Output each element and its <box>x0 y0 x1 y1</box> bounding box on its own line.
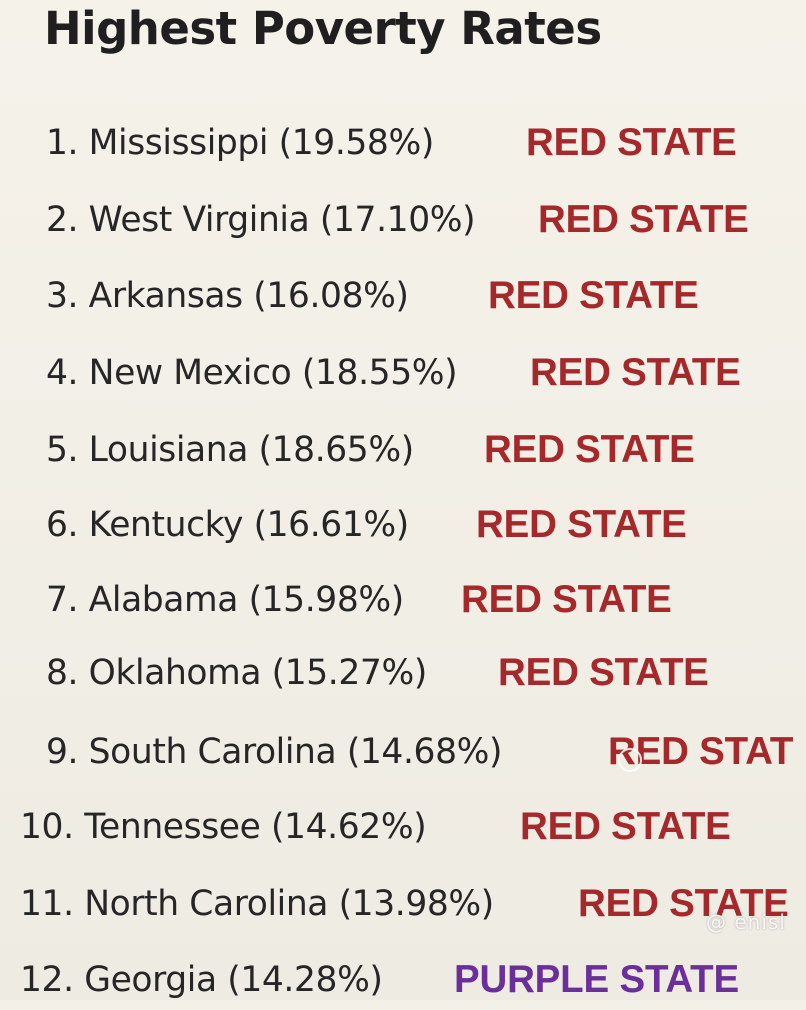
list-item: 11. North Carolina (13.98%) RED STATE <box>0 874 806 934</box>
state-party-label: RED STATE <box>476 503 687 546</box>
state-entry: 11. North Carolina (13.98%) <box>20 884 494 924</box>
state-party-label: RED STATE <box>488 274 699 317</box>
state-entry: 12. Georgia (14.28%) <box>20 960 383 1000</box>
state-entry: 6. Kentucky (16.61%) <box>46 505 409 545</box>
list-item: 9. South Carolina (14.68%) RED STAT <box>0 722 806 782</box>
list-item: 7. Alabama (15.98%) RED STATE <box>0 570 806 630</box>
state-entry: 1. Mississippi (19.58%) <box>46 123 434 163</box>
list-item: 2. West Virginia (17.10%) RED STATE <box>0 190 806 250</box>
state-party-label: RED STATE <box>530 351 741 394</box>
page-title: Highest Poverty Rates <box>44 2 602 55</box>
state-party-label: RED STATE <box>484 428 695 471</box>
list-item: 4. New Mexico (18.55%) RED STATE <box>0 343 806 403</box>
state-party-label: RED STATE <box>526 121 737 164</box>
list-item: 12. Georgia (14.28%) PURPLE STATE <box>0 950 806 1010</box>
list-item: 1. Mississippi (19.58%) RED STATE <box>0 113 806 173</box>
list-item: 3. Arkansas (16.08%) RED STATE <box>0 266 806 326</box>
state-entry: 3. Arkansas (16.08%) <box>46 276 409 316</box>
state-party-label: RED STATE <box>498 651 709 694</box>
watermark-text: @ enisl <box>706 910 786 934</box>
state-entry: 7. Alabama (15.98%) <box>46 580 404 620</box>
state-entry: 4. New Mexico (18.55%) <box>46 353 458 393</box>
state-party-label: RED STATE <box>578 882 789 925</box>
state-entry: 10. Tennessee (14.62%) <box>20 807 427 847</box>
list-item: 8. Oklahoma (15.27%) RED STATE <box>0 643 806 703</box>
state-entry: 5. Louisiana (18.65%) <box>46 430 414 470</box>
list-item: 5. Louisiana (18.65%) RED STATE <box>0 420 806 480</box>
state-party-label: RED STATE <box>520 805 731 848</box>
state-party-label: RED STATE <box>538 198 749 241</box>
state-entry: 9. South Carolina (14.68%) <box>46 732 503 772</box>
state-entry: 2. West Virginia (17.10%) <box>46 200 476 240</box>
watermark-logo-icon <box>618 748 642 772</box>
state-party-label: RED STATE <box>461 578 672 621</box>
list-item: 6. Kentucky (16.61%) RED STATE <box>0 495 806 555</box>
state-entry: 8. Oklahoma (15.27%) <box>46 653 427 693</box>
state-party-label: PURPLE STATE <box>454 958 739 1001</box>
list-item: 10. Tennessee (14.62%) RED STATE <box>0 797 806 857</box>
